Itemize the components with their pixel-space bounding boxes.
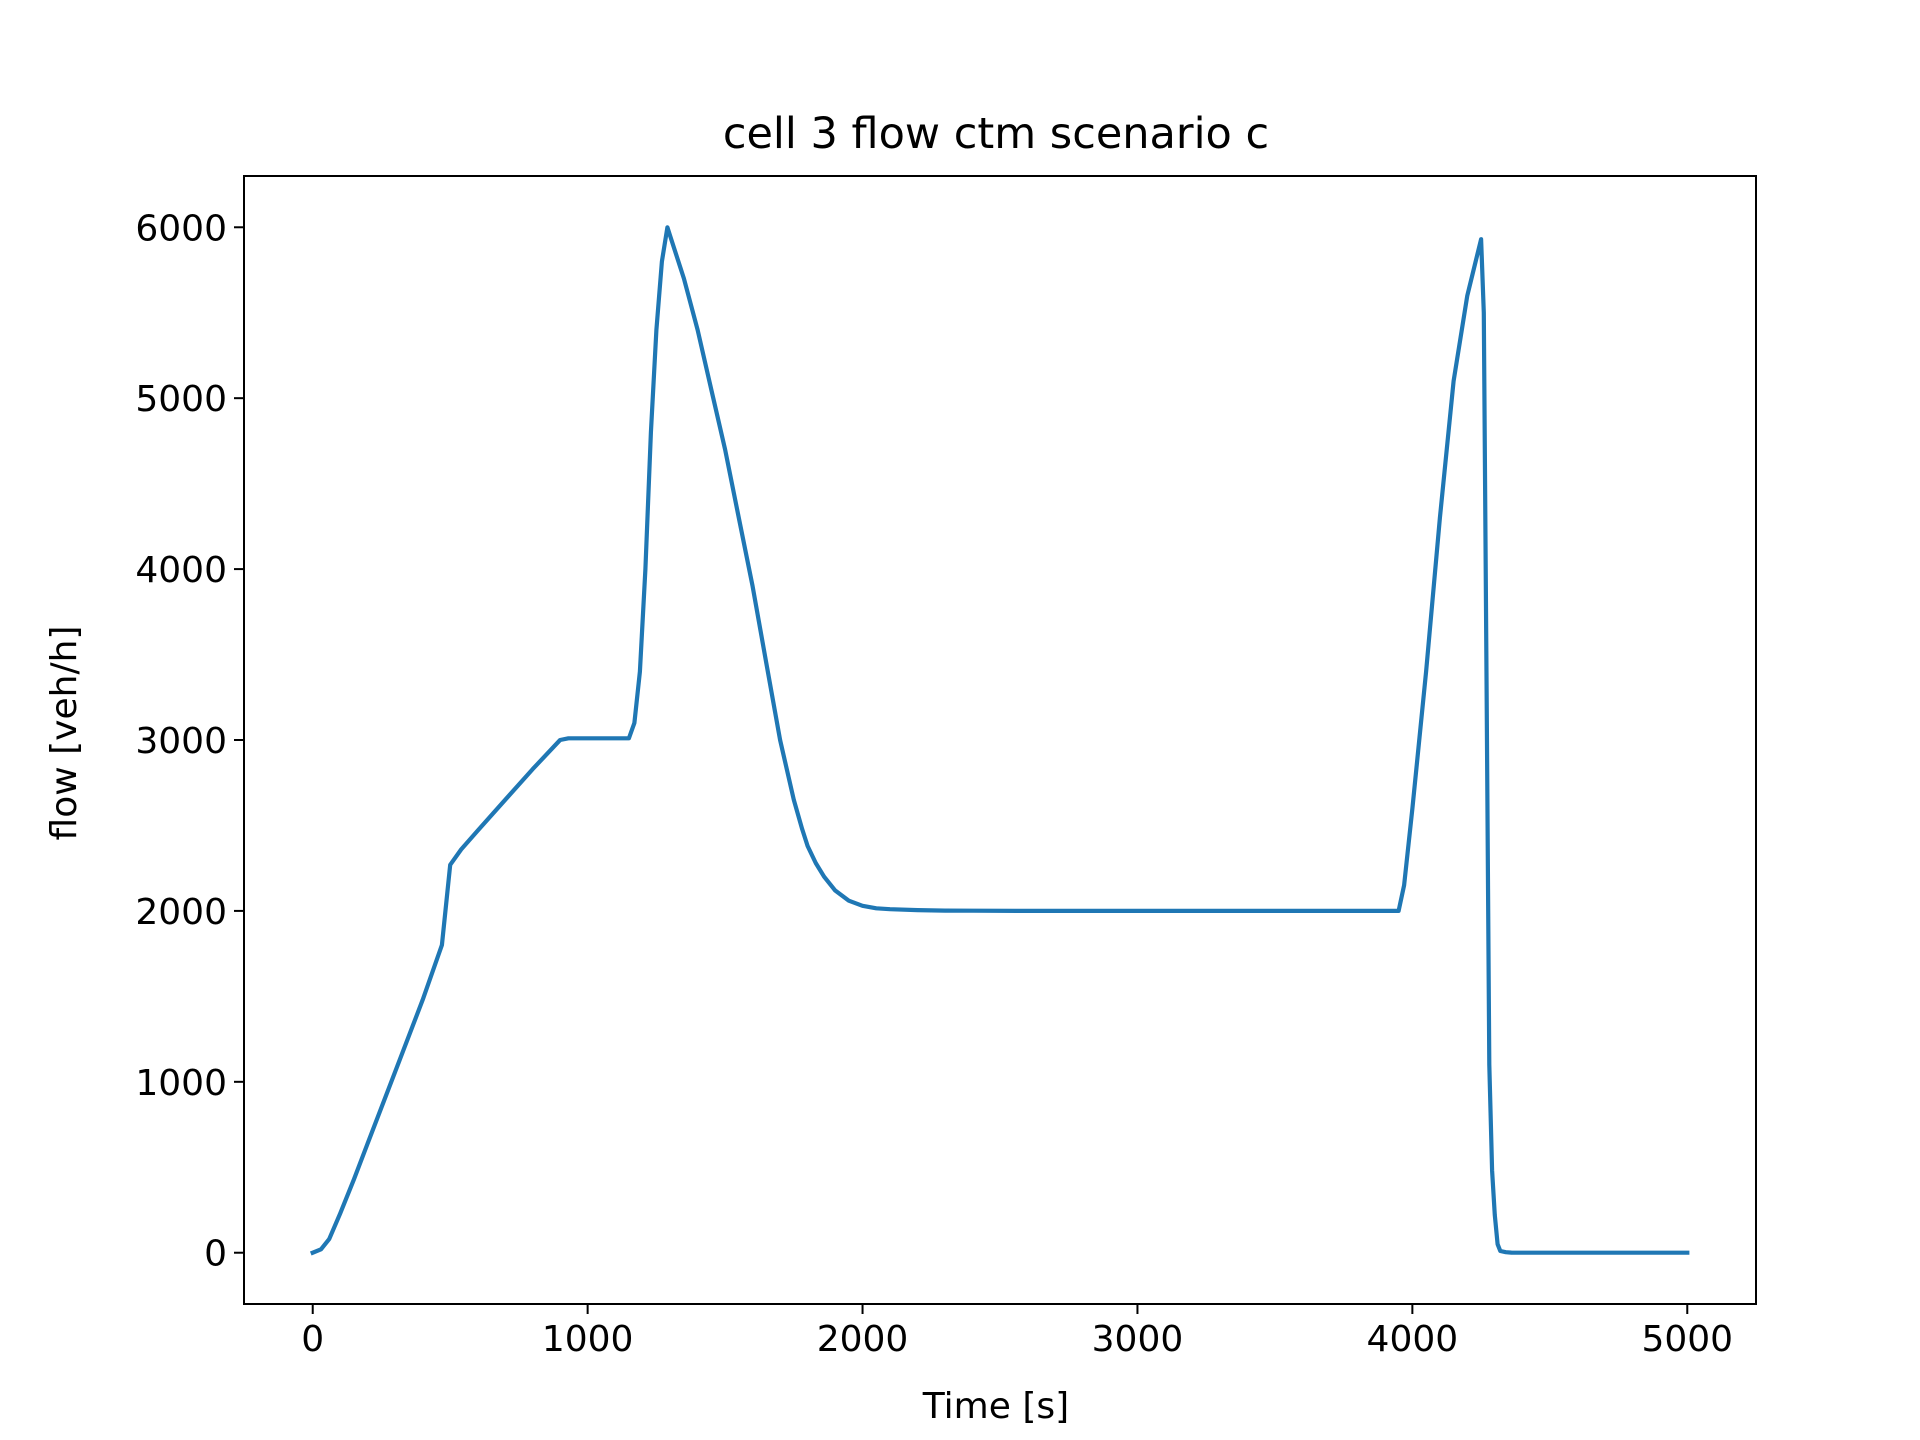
y-axis-label: flow [veh/h] [44,626,85,841]
y-tick-label: 3000 [135,721,227,762]
series-line-0 [309,225,1690,1256]
y-tick-label: 0 [204,1234,227,1275]
chart-title: cell 3 flow ctm scenario c [723,109,1269,159]
x-tick-label: 2000 [817,1319,909,1360]
x-axis-ticks: 0 1000 2000 3000 4000 5000 [301,1304,1733,1360]
y-tick-label: 5000 [135,379,227,420]
x-tick-label: 3000 [1092,1319,1184,1360]
y-tick-label: 4000 [135,550,227,591]
y-tick-label: 2000 [135,892,227,933]
x-tick-label: 5000 [1641,1319,1733,1360]
x-axis-label: Time [s] [922,1386,1069,1427]
y-tick-label: 1000 [135,1063,227,1104]
x-tick-label: 0 [301,1319,324,1360]
y-tick-label: 6000 [135,208,227,249]
y-axis-ticks: 0 1000 2000 3000 4000 5000 6000 [135,208,244,1275]
x-tick-label: 4000 [1367,1319,1459,1360]
x-tick-label: 1000 [542,1319,634,1360]
